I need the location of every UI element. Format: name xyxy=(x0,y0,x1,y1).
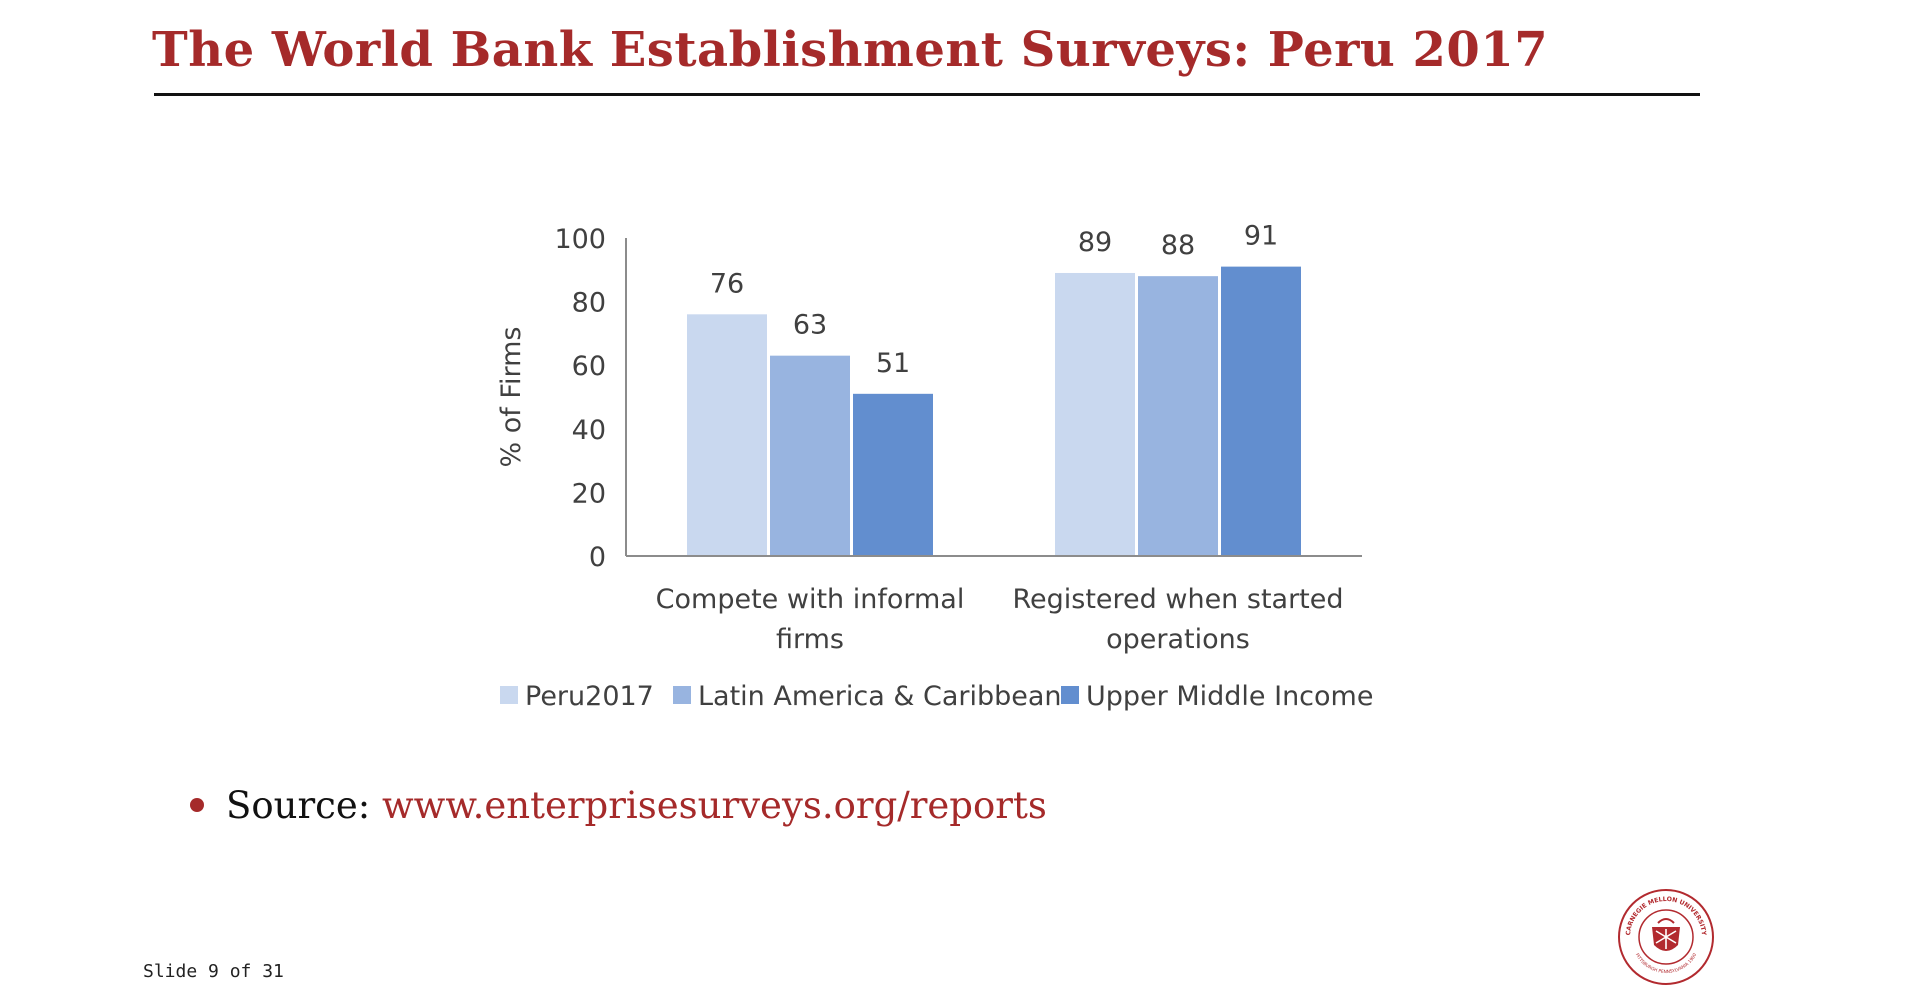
y-tick-label: 80 xyxy=(572,288,606,319)
y-tick-label: 40 xyxy=(572,415,606,446)
title-divider xyxy=(154,93,1700,96)
bar xyxy=(853,393,933,556)
bar xyxy=(1138,276,1218,556)
bar xyxy=(770,355,850,556)
data-label: 91 xyxy=(1244,221,1278,252)
y-tick-label: 0 xyxy=(589,542,606,573)
slide-counter: Slide 9 of 31 xyxy=(143,961,284,982)
legend-swatch xyxy=(673,686,691,704)
slide-title: The World Bank Establishment Surveys: Pe… xyxy=(152,22,1549,78)
data-label: 76 xyxy=(710,268,744,299)
legend-label: Latin America & Caribbean xyxy=(698,681,1062,712)
data-label: 51 xyxy=(876,348,910,379)
university-seal-logo: CARNEGIE MELLON UNIVERSITY PITTSBURGH PE… xyxy=(1618,889,1714,985)
data-label: 88 xyxy=(1161,230,1195,261)
bullet-icon xyxy=(190,797,204,812)
legend-label: Upper Middle Income xyxy=(1086,681,1373,712)
legend-swatch xyxy=(500,686,518,704)
source-label: Source: xyxy=(226,784,371,827)
bar xyxy=(687,314,767,556)
legend-swatch xyxy=(1061,686,1079,704)
y-tick-label: 20 xyxy=(572,478,606,509)
data-label: 89 xyxy=(1078,227,1112,258)
data-label: 63 xyxy=(793,310,827,341)
y-axis-title: % of Firms xyxy=(496,327,527,468)
y-tick-label: 100 xyxy=(554,224,606,255)
source-link[interactable]: www.enterprisesurveys.org/reports xyxy=(382,784,1047,827)
y-tick-label: 60 xyxy=(572,351,606,382)
source-line: Source: www.enterprisesurveys.org/report… xyxy=(190,784,1047,827)
x-category-label: operations xyxy=(1106,624,1250,655)
bar xyxy=(1221,266,1301,556)
bar xyxy=(1055,272,1135,556)
legend-label: Peru2017 xyxy=(525,681,654,712)
x-category-label: firms xyxy=(776,624,844,655)
x-category-label: Compete with informal xyxy=(656,584,965,615)
x-category-label: Registered when started xyxy=(1012,584,1343,615)
bar-chart: % of Firms 0 20 40 60 80 100 76 63 51 89 88 91 Com… xyxy=(496,221,1373,712)
